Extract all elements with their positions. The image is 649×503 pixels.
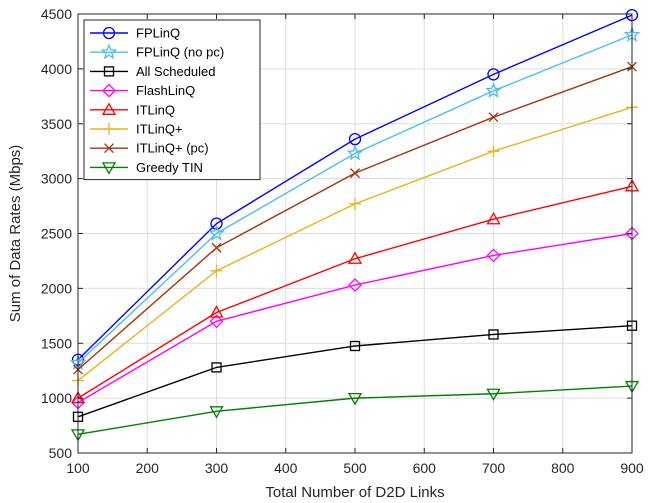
y-tick-label: 3500 (41, 116, 72, 132)
legend-marker-itlinq-pc (104, 143, 114, 154)
x-tick-label: 300 (205, 460, 229, 476)
legend-marker-itlinq (101, 102, 117, 115)
y-axis-label: Sum of Data Rates (Mbps) (7, 145, 24, 323)
legend-label: All Scheduled (136, 64, 216, 79)
data-point-itlinq (209, 305, 224, 318)
legend-label: ITLinQ+ (pc) (136, 141, 209, 156)
legend-label: FlashLinQ (136, 83, 195, 98)
legend: FPLinQ FPLinQ (no pc) All Scheduled FlashLi… (83, 19, 261, 181)
data-point-flashlinq (486, 248, 501, 263)
legend-marker-greedy-tin (101, 162, 117, 175)
y-tick-label: 1500 (41, 335, 72, 351)
data-point-itlinq-pc (211, 242, 222, 253)
data-point-greedy-tin (486, 388, 501, 402)
data-point-flashlinq (348, 278, 362, 293)
data-point-itlinq (486, 211, 501, 225)
x-tick-label: 500 (343, 460, 367, 476)
data-point-all-scheduled (488, 329, 499, 340)
legend-item: ITLinQ+ (90, 122, 183, 137)
data-point-itlinq (210, 264, 223, 277)
legend-item: All Scheduled (90, 64, 216, 79)
x-tick-label: 900 (620, 460, 644, 476)
y-tick-label: 4500 (41, 6, 72, 22)
series-line-flashlinq (77, 232, 633, 404)
data-point-greedy-tin (209, 406, 224, 419)
y-tick-label: 2500 (41, 226, 72, 242)
data-point-fplinq (487, 68, 500, 81)
x-axis-label: Total Number of D2D Links (265, 484, 444, 501)
x-tick-label: 700 (482, 460, 506, 476)
data-point-flashlinq (209, 314, 224, 329)
legend-item: FPLinQ (no pc) (90, 43, 224, 60)
series-line-all-scheduled (77, 324, 633, 418)
x-tick-label: 800 (551, 460, 575, 476)
legend-item: FlashLinQ (90, 83, 195, 98)
series-line-fplinq-no-pc (77, 34, 633, 364)
legend-label: ITLinQ+ (136, 122, 183, 137)
legend-item: ITLinQ (90, 102, 175, 117)
series-itlinq-pc (73, 61, 637, 375)
series-line-itlinq (77, 185, 633, 399)
data-point-itlinq (487, 145, 500, 158)
legend-label: FPLinQ (136, 26, 180, 41)
y-tick-label: 2000 (41, 280, 72, 296)
y-tick-label: 500 (49, 445, 73, 461)
series-line-greedy-tin (77, 385, 633, 436)
axis-ticks: 100 200 300 400 500 600 700 800 900 500 1000 1500 20… (41, 6, 644, 476)
data-point-itlinq-pc (350, 168, 360, 179)
legend-item: Greedy TIN (90, 160, 203, 175)
legend-label: Greedy TIN (136, 160, 203, 175)
data-point-itlinq (349, 197, 361, 210)
legend-item: FPLinQ (90, 26, 180, 41)
x-tick-label: 400 (274, 460, 298, 476)
legend-item: ITLinQ+ (pc) (90, 141, 209, 156)
data-point-greedy-tin (347, 392, 363, 406)
legend-label: FPLinQ (no pc) (136, 45, 224, 60)
legend-box (83, 19, 261, 181)
legend-marker-flashlinq (102, 83, 116, 98)
legend-marker-itlinq (103, 123, 115, 135)
legend-label: ITLinQ (136, 102, 175, 117)
data-point-fplinq-no-pc (485, 82, 502, 98)
x-tick-label: 200 (136, 460, 160, 476)
y-tick-label: 3000 (41, 171, 72, 187)
legend-marker-fplinq (102, 26, 116, 40)
y-tick-label: 1000 (41, 390, 72, 406)
data-point-fplinq (210, 217, 223, 230)
data-point-all-scheduled (349, 340, 361, 352)
series-flashlinq (71, 226, 639, 410)
data-point-fplinq-no-pc (208, 224, 225, 241)
series-line-fplinq (77, 14, 633, 361)
y-tick-label: 4000 (41, 61, 72, 77)
legend-marker-fplinq-no-pc (100, 43, 118, 60)
legend-marker-all-scheduled (103, 66, 115, 77)
x-tick-label: 600 (413, 460, 437, 476)
x-tick-label: 100 (66, 460, 90, 476)
data-point-fplinq-no-pc (346, 144, 364, 161)
data-point-itlinq-pc (488, 112, 499, 123)
data-point-itlinq (347, 251, 363, 264)
data-point-all-scheduled (211, 362, 222, 373)
